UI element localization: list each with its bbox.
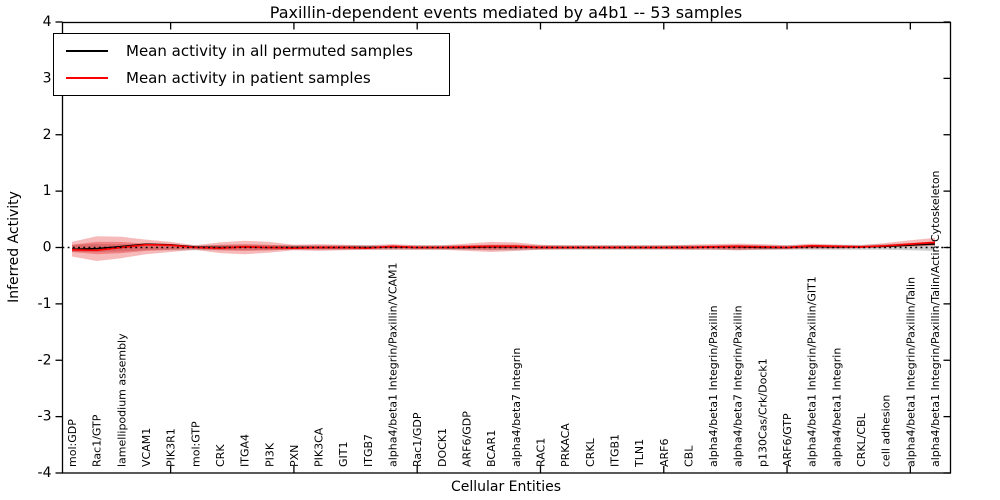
black-line-swatch-icon <box>66 50 108 53</box>
x-tick-label: mol:GTP <box>189 421 202 467</box>
x-tick-label: ARF6/GDP <box>461 411 474 467</box>
y-tick-label: -4 <box>38 465 52 481</box>
y-tick-label: -1 <box>38 296 52 312</box>
x-tick-label: PIK3CA <box>313 427 326 467</box>
x-tick-label: ITGB1 <box>609 434 622 467</box>
x-tick-label: GIT1 <box>337 442 350 468</box>
x-tick-label: lamellipodium assembly <box>115 333 128 467</box>
x-tick-label: cell adhesion <box>880 395 893 467</box>
x-tick-label: alpha4/beta1 Integrin <box>830 348 843 467</box>
y-tick-label: -3 <box>38 409 52 425</box>
legend-item-permuted: Mean activity in all permuted samples <box>62 38 441 64</box>
x-tick-label: alpha4/beta1 Integrin/Paxillin/Talin/Act… <box>929 170 942 467</box>
chart-title: Paxillin-dependent events mediated by a4… <box>269 3 743 22</box>
x-tick-label: ITGA4 <box>239 434 252 467</box>
x-tick-label: PXN <box>288 445 301 467</box>
x-tick-label: PIK3R1 <box>165 428 178 467</box>
y-tick-label: 0 <box>43 240 52 256</box>
x-tick-label: PI3K <box>263 442 276 467</box>
x-tick-label: alpha4/beta1 Integrin/Paxillin <box>707 305 720 467</box>
x-tick-label: alpha4/beta7 Integrin/Paxillin <box>732 305 745 467</box>
x-tick-label: ARF6 <box>658 439 671 468</box>
x-tick-label: CRK <box>214 444 227 467</box>
x-tick-label: p130Cas/Crk/Dock1 <box>756 358 769 467</box>
x-tick-label: alpha4/beta1 Integrin/Paxillin/Talin <box>904 277 917 467</box>
x-tick-label: BCAR1 <box>485 430 498 467</box>
y-tick-label: 3 <box>43 70 52 86</box>
x-tick-label: VCAM1 <box>140 428 153 467</box>
x-tick-label: TLN1 <box>633 439 646 468</box>
x-tick-label: DOCK1 <box>436 428 449 467</box>
x-tick-label: alpha4/beta7 Integrin <box>510 348 523 467</box>
x-tick-label: RAC1 <box>535 438 548 467</box>
legend-item-patient: Mean activity in patient samples <box>62 65 441 91</box>
x-tick-label: Rac1/GTP <box>91 414 104 467</box>
x-tick-label: CRKL/CBL <box>855 412 868 467</box>
y-axis-label: Inferred Activity <box>6 191 22 303</box>
y-tick-label: 1 <box>43 183 52 199</box>
legend-label: Mean activity in patient samples <box>126 68 371 87</box>
x-tick-label: alpha4/beta1 Integrin/Paxillin/VCAM1 <box>387 262 400 467</box>
patient-sample-range-inner-band <box>72 241 935 255</box>
x-tick-label: CBL <box>682 445 695 467</box>
y-tick-label: 4 <box>43 14 52 30</box>
legend: Mean activity in all permuted samples Me… <box>53 33 450 96</box>
x-axis-label: Cellular Entities <box>450 479 562 495</box>
x-tick-label: alpha4/beta1 Integrin/Paxillin/GIT1 <box>806 276 819 467</box>
y-tick-label: 2 <box>43 127 52 143</box>
y-tick-label: -2 <box>38 352 52 368</box>
x-tick-label: PRKACA <box>559 423 572 467</box>
x-tick-label: CRKL <box>584 437 597 467</box>
x-tick-label: mol:GDP <box>66 419 79 467</box>
x-tick-label: ITGB7 <box>362 434 375 467</box>
x-tick-label: ARF6/GTP <box>781 413 794 467</box>
legend-label: Mean activity in all permuted samples <box>126 42 413 61</box>
x-tick-label: Rac1/GDP <box>411 412 424 467</box>
red-line-swatch-icon <box>66 76 108 79</box>
patient-sample-range-outer-band <box>72 236 935 261</box>
